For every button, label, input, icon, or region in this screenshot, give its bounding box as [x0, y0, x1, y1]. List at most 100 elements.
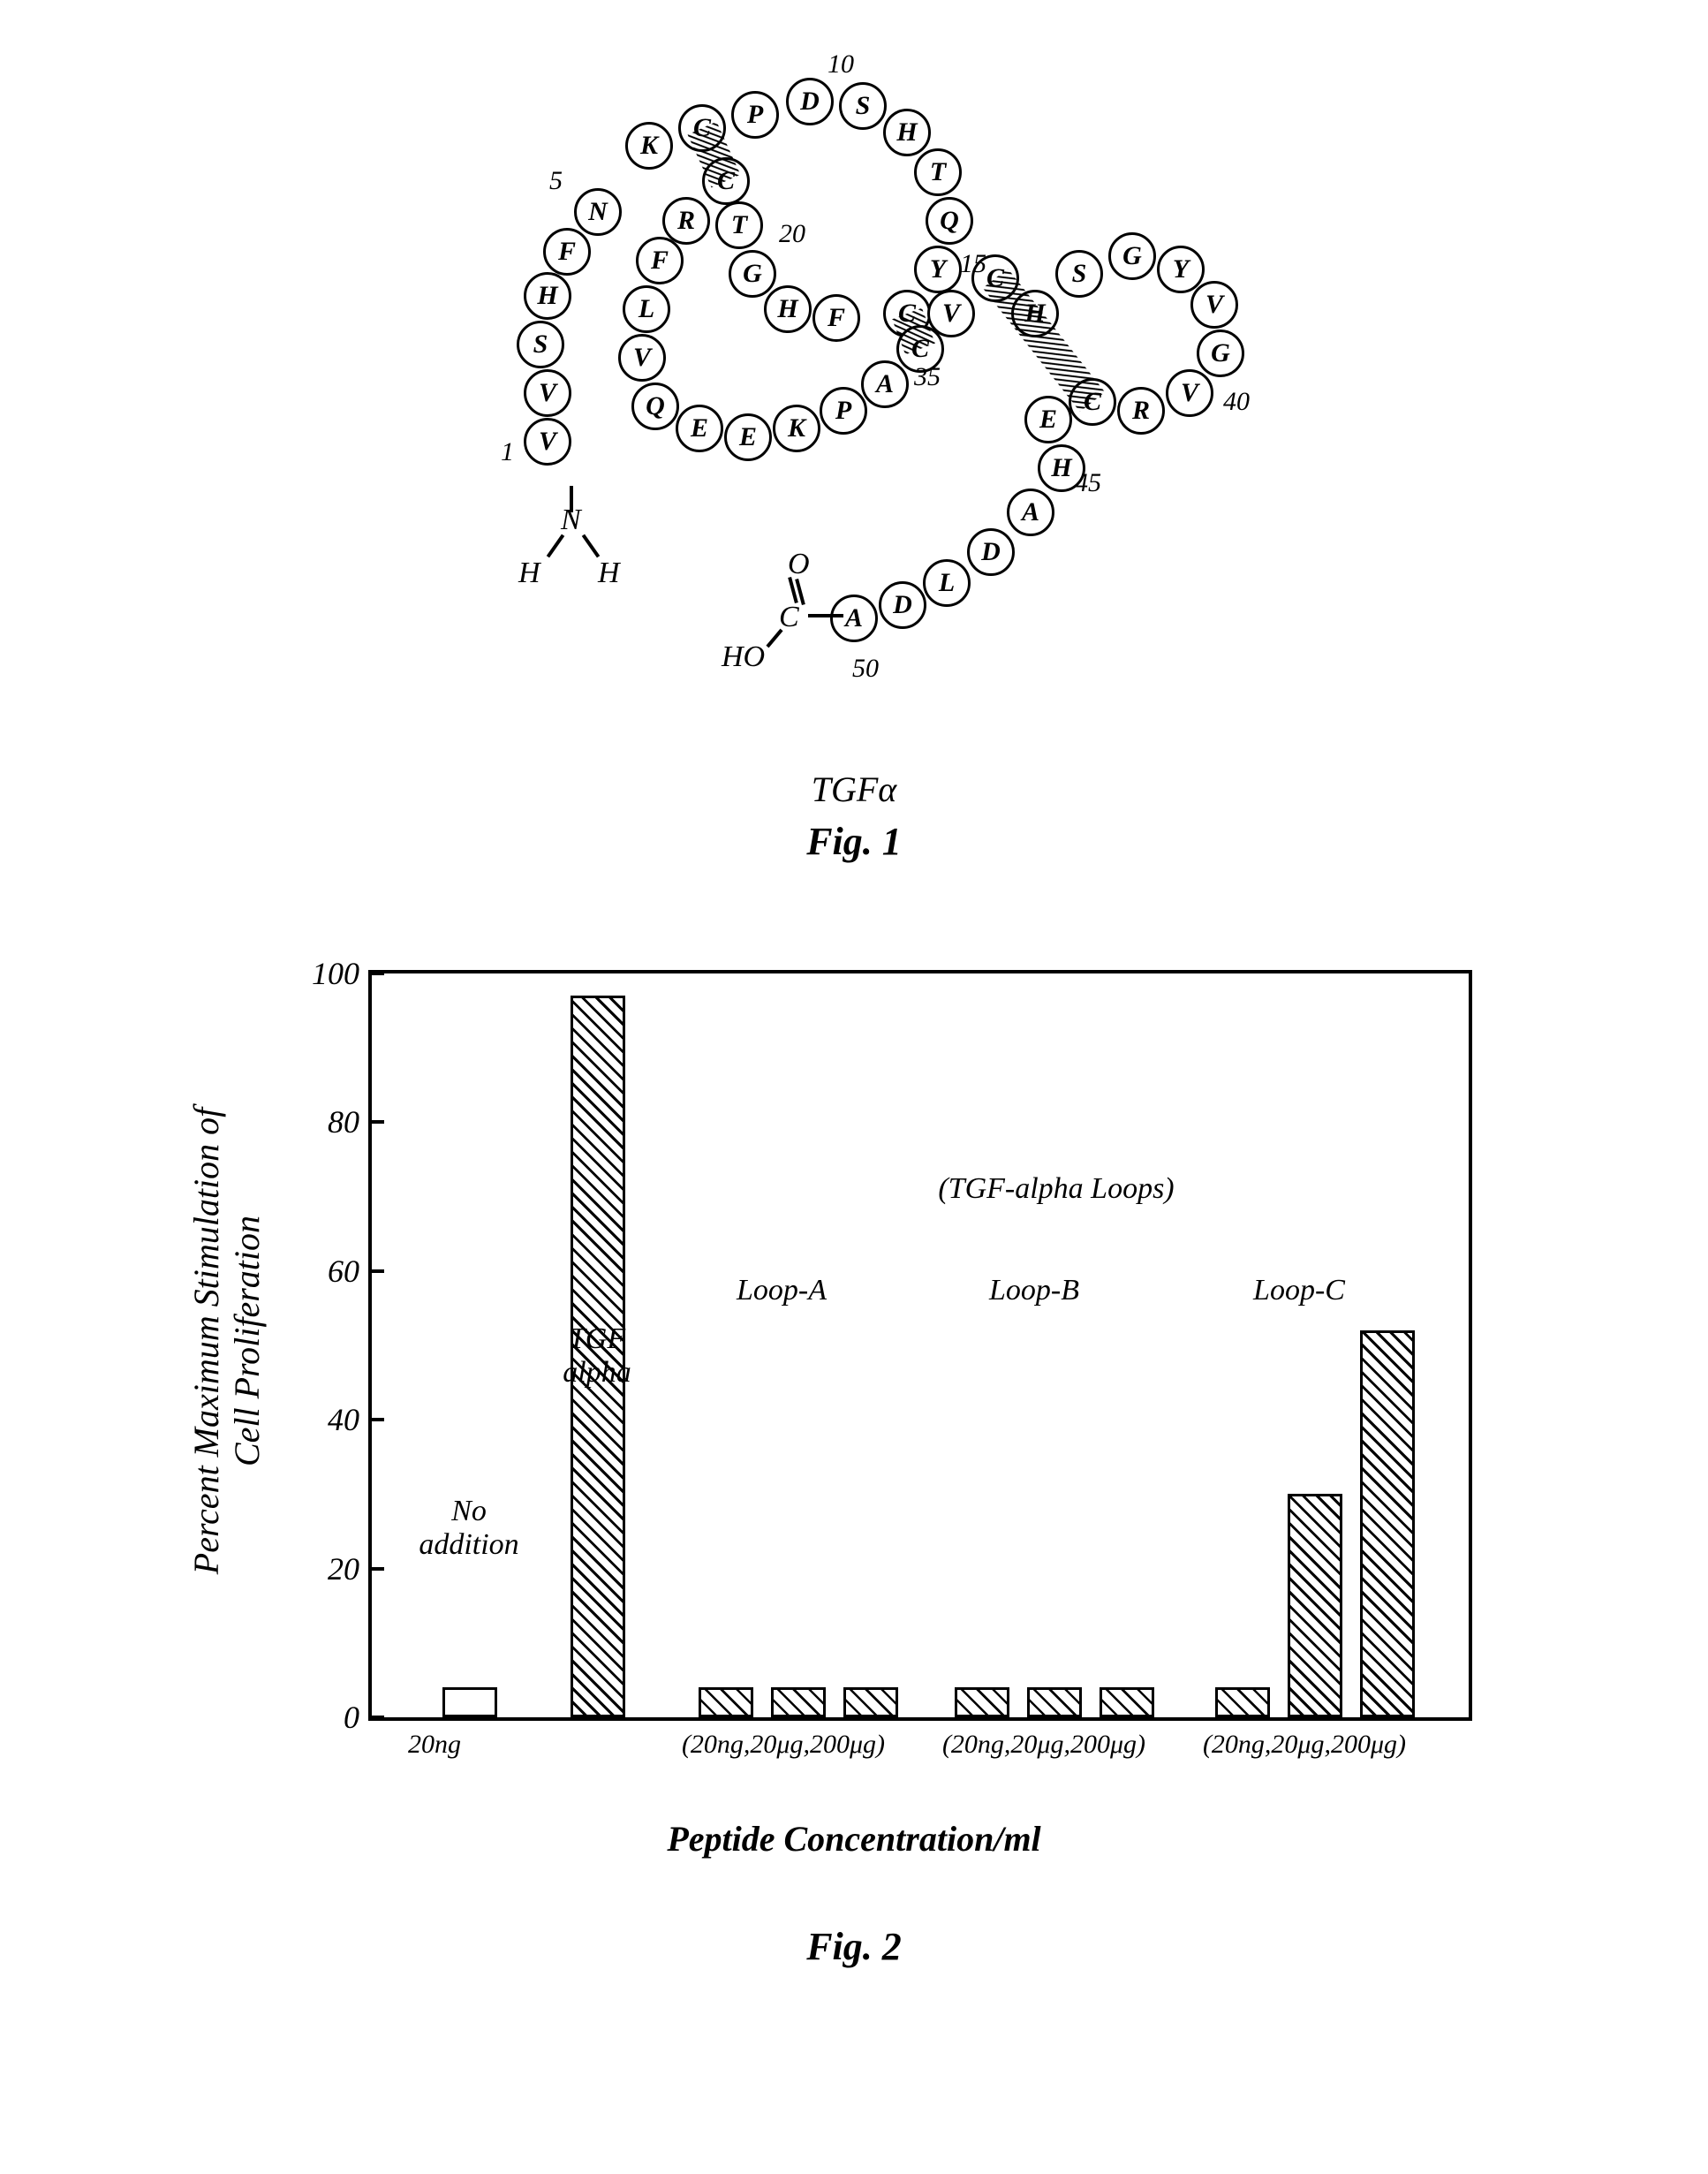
ytick-mark-100 — [368, 972, 384, 975]
residue-3: S — [517, 321, 564, 368]
ytick-label-20: 20 — [328, 1550, 359, 1587]
residue-47: D — [967, 528, 1015, 576]
residue-number-20: 20 — [779, 219, 805, 249]
residue-50: A — [830, 595, 878, 642]
residue-number-50: 50 — [852, 654, 879, 684]
residue-37: G — [1108, 232, 1156, 280]
residue-number-1: 1 — [501, 437, 514, 467]
figure-1-caption: Fig. 1 — [806, 819, 902, 864]
bar-no-addition — [442, 1687, 497, 1717]
bond — [570, 486, 573, 512]
n-terminus-H2: H — [598, 557, 620, 590]
residue-30: P — [820, 387, 867, 435]
c-terminus-HO: HO — [722, 640, 765, 674]
residue-15: Y — [914, 246, 962, 293]
residue-23: F — [636, 237, 684, 284]
residue-2: V — [524, 369, 571, 417]
ytick-mark-20 — [368, 1567, 384, 1571]
ytick-label-40: 40 — [328, 1401, 359, 1438]
residue-49: D — [879, 581, 926, 629]
bar-loop_c-2 — [1360, 1330, 1415, 1717]
bond — [547, 534, 564, 558]
ytick-label-60: 60 — [328, 1253, 359, 1290]
residue-35: H — [1011, 290, 1059, 337]
n-terminus-H1: H — [518, 557, 540, 590]
residue-17: F — [812, 294, 860, 342]
residue-44: E — [1024, 396, 1072, 443]
residue-1: V — [524, 418, 571, 466]
figure-2-bar-chart: Percent Maximum Stimulation of Cell Prol… — [192, 935, 1516, 1906]
bond — [808, 614, 843, 617]
residue-24: L — [623, 285, 670, 333]
residue-number-40: 40 — [1223, 387, 1250, 417]
residue-48: L — [923, 559, 971, 607]
plot-area: No addition TGF alpha Loop-A Loop-B Loop… — [368, 970, 1472, 1721]
residue-25: V — [618, 334, 666, 382]
residue-29: K — [773, 405, 820, 452]
residue-36: S — [1055, 250, 1103, 298]
residue-42: R — [1117, 387, 1165, 435]
residue-20: T — [715, 201, 763, 249]
bar-loop_b-2 — [1100, 1687, 1154, 1717]
residue-number-10: 10 — [828, 49, 854, 80]
residue-7: K — [625, 122, 673, 170]
residue-number-45: 45 — [1075, 468, 1101, 498]
residue-22: R — [662, 197, 710, 245]
residue-33: V — [927, 290, 975, 337]
figure-1-label: TGFα — [812, 769, 897, 810]
residue-11: S — [839, 82, 887, 130]
label-tgf-loops: (TGF-alpha Loops) — [902, 1172, 1211, 1206]
ytick-label-80: 80 — [328, 1103, 359, 1140]
ytick-mark-60 — [368, 1269, 384, 1273]
ytick-label-100: 100 — [312, 955, 359, 992]
residue-43: C — [1069, 378, 1116, 426]
residue-39: V — [1190, 281, 1238, 329]
residue-27: E — [676, 405, 723, 452]
bar-loop_c-0 — [1215, 1687, 1270, 1717]
residue-19: G — [729, 250, 776, 298]
bar-loop_a-0 — [699, 1687, 753, 1717]
bar-loop_b-0 — [955, 1687, 1009, 1717]
residue-9: P — [731, 91, 779, 139]
label-no-addition: No addition — [407, 1495, 531, 1562]
residue-40: G — [1197, 330, 1244, 377]
residue-4: H — [524, 272, 571, 320]
bar-loop_c-1 — [1288, 1494, 1342, 1717]
ytick-mark-0 — [368, 1716, 384, 1719]
residue-26: Q — [631, 383, 679, 430]
residue-28: E — [724, 413, 772, 461]
residue-21: C — [702, 157, 750, 205]
residue-6: N — [574, 188, 622, 236]
figure-1-protein-diagram: N H H VVSHFNKCPDSHTQYCFHGTCRFLVQEEKPACVC… — [412, 53, 1296, 760]
ytick-mark-80 — [368, 1120, 384, 1124]
residue-14: Q — [926, 197, 973, 245]
residue-41: V — [1166, 369, 1213, 417]
bar-loop_b-1 — [1027, 1687, 1082, 1717]
residue-number-5: 5 — [549, 166, 563, 196]
xlabel-group-c: (20ng,20μg,200μg) — [1172, 1730, 1437, 1760]
y-axis-label: Percent Maximum Stimulation of Cell Prol… — [186, 1108, 268, 1574]
label-tgf-alpha: TGF alpha — [544, 1322, 650, 1390]
bond — [582, 534, 600, 558]
bar-loop_a-2 — [843, 1687, 898, 1717]
residue-8: C — [678, 104, 726, 152]
residue-10: D — [786, 78, 834, 125]
residue-13: T — [914, 148, 962, 196]
xlabel-group-b: (20ng,20μg,200μg) — [911, 1730, 1176, 1760]
bar-loop_a-1 — [771, 1687, 826, 1717]
label-loop-a: Loop-A — [702, 1274, 861, 1307]
residue-number-35: 35 — [914, 362, 941, 392]
xlabel-group-a: (20ng,20μg,200μg) — [651, 1730, 916, 1760]
xlabel-20ng: 20ng — [373, 1730, 496, 1760]
ytick-label-0: 0 — [344, 1699, 359, 1736]
label-loop-b: Loop-B — [955, 1274, 1114, 1307]
residue-38: Y — [1157, 246, 1205, 293]
residue-number-15: 15 — [960, 249, 986, 279]
residue-5: F — [543, 228, 591, 276]
figure-2-caption: Fig. 2 — [806, 1924, 902, 1969]
residue-46: A — [1007, 489, 1054, 536]
residue-31: A — [861, 360, 909, 408]
x-axis-label: Peptide Concentration/ml — [192, 1818, 1516, 1860]
bond — [766, 629, 782, 648]
residue-18: H — [764, 285, 812, 333]
